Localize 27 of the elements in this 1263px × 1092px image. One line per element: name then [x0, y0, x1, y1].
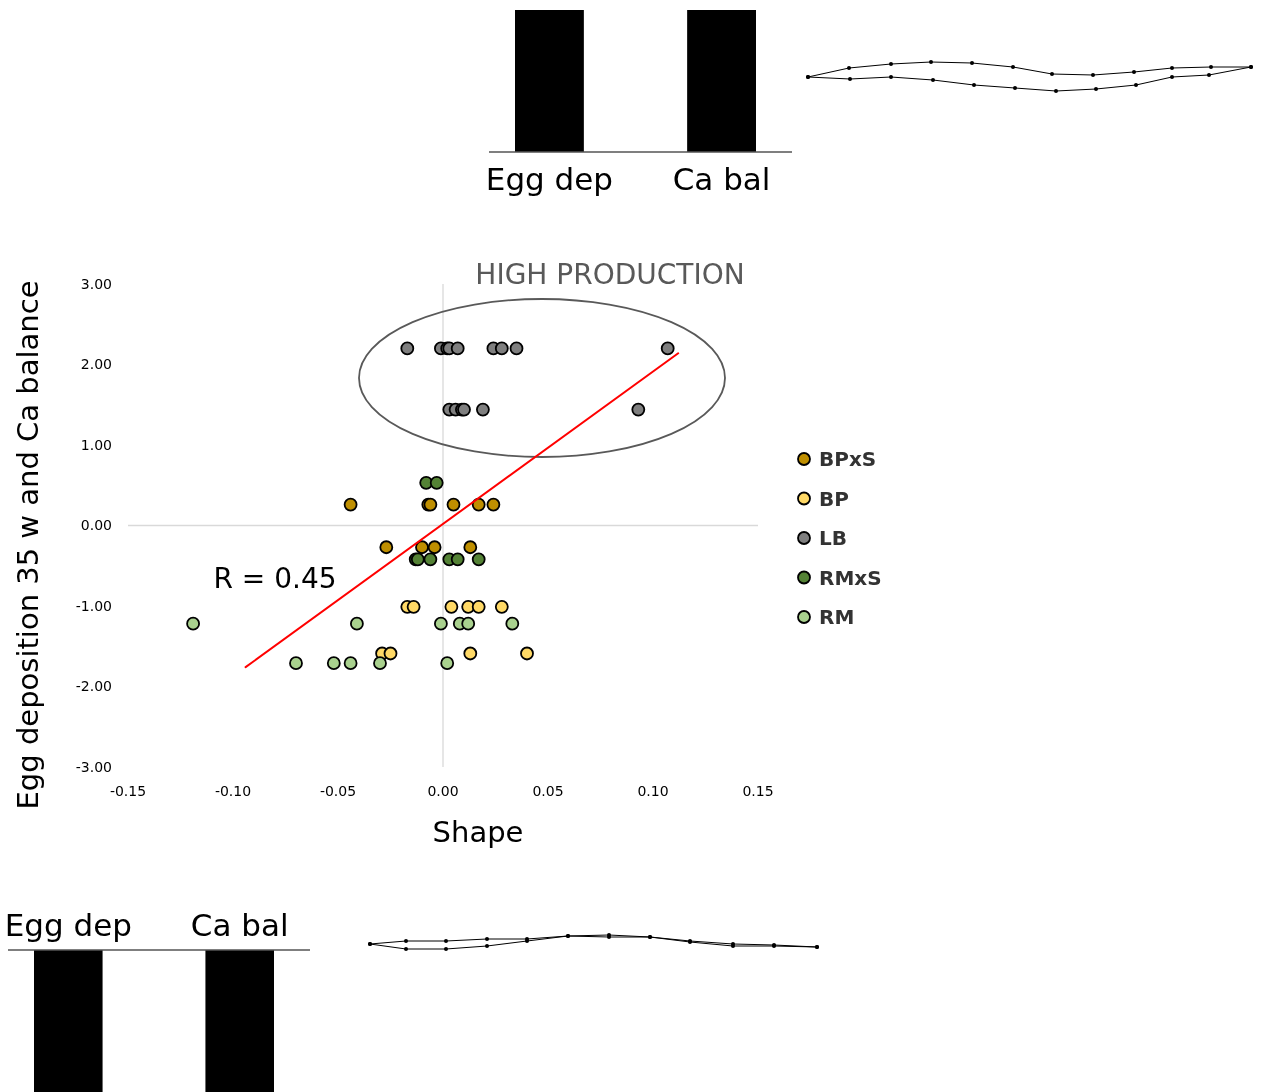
legend-label: LB — [819, 526, 847, 550]
y-tick-label: 1.00 — [80, 436, 112, 453]
x-tick-label: 0.10 — [637, 783, 669, 799]
x-tick-label: -0.10 — [214, 783, 252, 799]
x-tick-label: Egg dep — [485, 161, 614, 197]
legend-label: BPxS — [819, 447, 877, 471]
x-tick-label: Ca bal — [190, 907, 289, 943]
annotation: R = 0.45 — [213, 562, 337, 595]
y-tick-label: 2.00 — [80, 356, 112, 373]
x-tick-label: 0.00 — [427, 783, 459, 799]
y-tick-label: -2.00 — [75, 678, 112, 695]
annotation: HIGH PRODUCTION — [475, 258, 745, 291]
x-tick-label: 0.05 — [532, 783, 564, 799]
y-tick-label: 0.00 — [80, 517, 112, 534]
legend-label: RM — [819, 605, 855, 629]
x-tick-label: Ca bal — [672, 161, 771, 197]
y-tick-label: -3.00 — [75, 758, 112, 775]
legend-label: BP — [819, 486, 849, 511]
x-axis-title: Shape — [432, 815, 524, 849]
x-tick-label: -0.05 — [319, 783, 357, 799]
legend-label: RMxS — [819, 565, 882, 590]
x-tick-label: Egg dep — [4, 907, 132, 943]
x-tick-label: 0.15 — [742, 783, 774, 799]
x-tick-label: -0.15 — [109, 783, 147, 799]
y-axis-title: Egg deposition 35 w and Ca balance — [11, 280, 45, 810]
y-tick-label: -1.00 — [75, 597, 112, 614]
y-tick-label: 3.00 — [80, 275, 112, 292]
